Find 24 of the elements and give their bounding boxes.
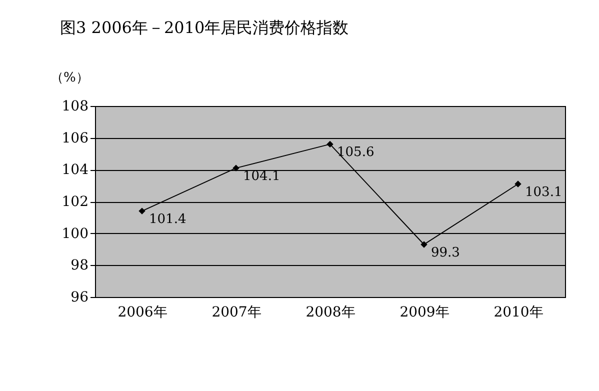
- chart-title: 图3 2006年－2010年居民消费价格指数: [60, 18, 349, 37]
- y-tick-label: 104: [62, 162, 89, 178]
- data-label: 103.1: [525, 184, 562, 200]
- y-tick-label: 100: [62, 226, 88, 242]
- y-tick-label: 102: [62, 194, 88, 210]
- x-tick-label: 2008年: [306, 304, 356, 320]
- y-tick-label: 96: [70, 290, 89, 306]
- data-label: 104.1: [243, 169, 280, 184]
- data-label: 101.4: [149, 212, 186, 228]
- point: [138, 208, 146, 214]
- x-tick-label: 2009年: [400, 304, 450, 320]
- x-tick-label: 2010年: [494, 304, 544, 320]
- y-tick-label: 108: [62, 98, 88, 114]
- y-axis-title: （%）: [50, 70, 89, 86]
- point: [420, 241, 428, 248]
- point: [232, 164, 240, 172]
- point: [514, 180, 522, 188]
- point: [326, 140, 334, 148]
- data-label: 105.6: [337, 145, 374, 160]
- y-tick-label: 98: [70, 258, 88, 274]
- data-label: 99.3: [431, 245, 460, 260]
- x-tick-label: 2007年: [212, 304, 262, 320]
- y-tick-label: 106: [62, 130, 89, 146]
- x-tick-label: 2006年: [118, 304, 168, 320]
